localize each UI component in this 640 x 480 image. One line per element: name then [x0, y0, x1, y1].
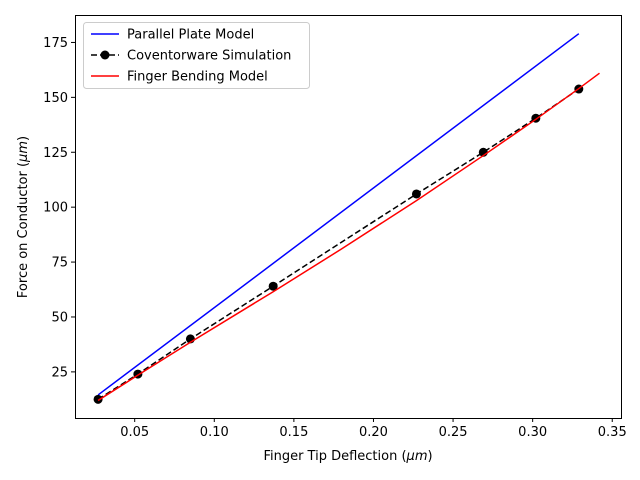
data-point: [411, 189, 421, 199]
legend-entry-finger-bending-model: Finger Bending Model: [91, 70, 268, 85]
data-point: [268, 281, 278, 291]
series-line-coventorware-simulation: [97, 88, 580, 400]
legend-entry-parallel-plate-model: Parallel Plate Model: [91, 28, 254, 43]
data-point: [93, 394, 103, 404]
x-tick-label: 0.20: [359, 425, 388, 440]
x-axis-label: Finger Tip Deflection (μm): [263, 449, 432, 464]
legend-marker: [100, 50, 110, 60]
series-layer: [93, 33, 600, 404]
y-tick-label: 50: [51, 310, 68, 325]
series-line-finger-bending-model: [97, 72, 600, 402]
x-tick-label: 0.05: [120, 425, 149, 440]
legend: Parallel Plate Model Coventorware Simulat…: [83, 22, 310, 89]
x-axis: 0.05 0.10 0.15 0.20 0.25 0.30 0.35: [120, 418, 627, 440]
legend-entry-coventorware-simulation: Coventorware Simulation: [91, 49, 291, 64]
x-tick-label: 0.15: [279, 425, 308, 440]
y-tick-label: 175: [43, 36, 68, 51]
y-axis: 25 50 75 100 125 150 175: [43, 36, 75, 380]
x-tick-label: 0.10: [200, 425, 229, 440]
y-axis-label: Force on Conductor (μm): [16, 136, 31, 298]
legend-label: Coventorware Simulation: [127, 49, 291, 64]
x-tick-label: 0.35: [598, 425, 627, 440]
y-tick-label: 25: [51, 365, 68, 380]
series-line-parallel-plate-model: [97, 33, 580, 396]
y-tick-label: 75: [51, 256, 68, 271]
legend-entries: Parallel Plate Model Coventorware Simulat…: [91, 28, 291, 85]
x-tick-label: 0.30: [518, 425, 547, 440]
legend-box: [83, 22, 310, 89]
y-tick-label: 150: [43, 91, 68, 106]
x-tick-label: 0.25: [439, 425, 468, 440]
legend-label: Parallel Plate Model: [127, 28, 254, 43]
series-parallel-plate-model: [97, 33, 580, 396]
series-coventorware-simulation: [93, 84, 584, 404]
series-finger-bending-model: [97, 72, 600, 402]
plot-frame: [75, 15, 622, 419]
y-tick-label: 125: [43, 146, 68, 161]
y-tick-label: 100: [43, 201, 68, 216]
legend-label: Finger Bending Model: [127, 70, 268, 85]
